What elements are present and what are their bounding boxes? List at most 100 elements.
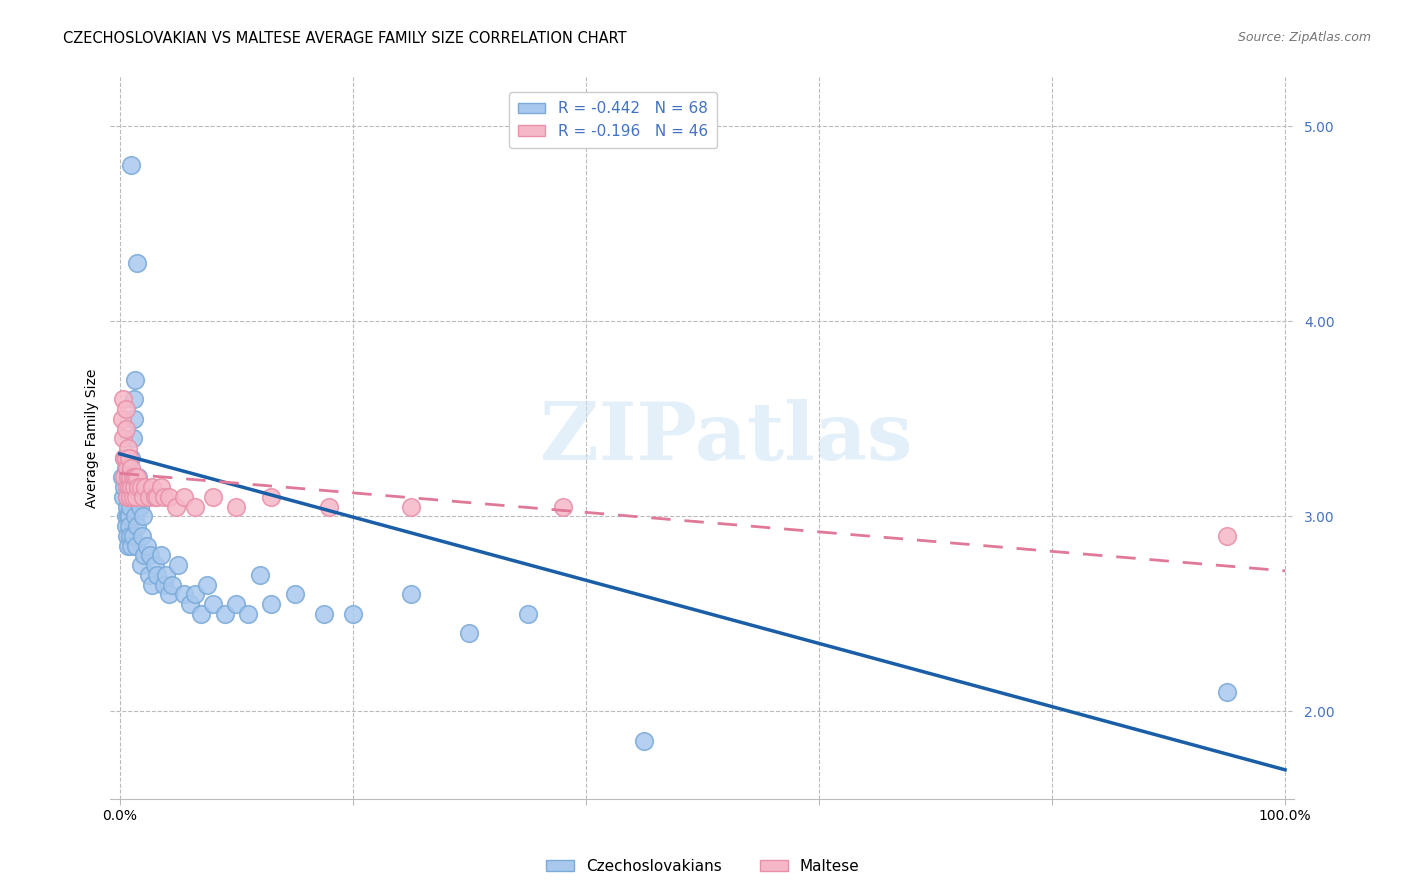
Point	[114, 402, 136, 417]
Point	[129, 480, 152, 494]
Point	[184, 500, 207, 514]
Point	[146, 490, 169, 504]
Point	[167, 558, 190, 572]
Point	[120, 470, 142, 484]
Point	[120, 460, 142, 475]
Point	[153, 490, 176, 504]
Point	[127, 470, 149, 484]
Point	[516, 607, 538, 621]
Point	[115, 500, 138, 514]
Point	[122, 480, 145, 494]
Point	[139, 549, 162, 563]
Point	[112, 480, 135, 494]
Point	[125, 539, 148, 553]
Point	[124, 470, 146, 484]
Point	[112, 392, 135, 407]
Point	[260, 597, 283, 611]
Text: Source: ZipAtlas.com: Source: ZipAtlas.com	[1237, 31, 1371, 45]
Point	[149, 549, 172, 563]
Point	[124, 509, 146, 524]
Point	[165, 500, 187, 514]
Point	[201, 597, 224, 611]
Point	[120, 490, 142, 504]
Point	[141, 577, 163, 591]
Point	[551, 500, 574, 514]
Point	[117, 441, 139, 455]
Point	[114, 519, 136, 533]
Point	[134, 480, 156, 494]
Point	[115, 490, 138, 504]
Point	[138, 567, 160, 582]
Point	[173, 490, 195, 504]
Point	[122, 411, 145, 425]
Point	[201, 490, 224, 504]
Point	[120, 529, 142, 543]
Point	[115, 460, 138, 475]
Point	[112, 490, 135, 504]
Point	[225, 597, 247, 611]
Point	[115, 490, 138, 504]
Point	[115, 529, 138, 543]
Point	[146, 567, 169, 582]
Legend: R = -0.442   N = 68, R = -0.196   N = 46: R = -0.442 N = 68, R = -0.196 N = 46	[509, 92, 717, 148]
Point	[111, 470, 134, 484]
Y-axis label: Average Family Size: Average Family Size	[86, 368, 100, 508]
Point	[112, 450, 135, 465]
Text: ZIPatlas: ZIPatlas	[540, 400, 912, 477]
Point	[157, 587, 180, 601]
Point	[184, 587, 207, 601]
Point	[111, 411, 134, 425]
Text: CZECHOSLOVAKIAN VS MALTESE AVERAGE FAMILY SIZE CORRELATION CHART: CZECHOSLOVAKIAN VS MALTESE AVERAGE FAMIL…	[63, 31, 627, 46]
Point	[121, 470, 143, 484]
Point	[157, 490, 180, 504]
Point	[260, 490, 283, 504]
Point	[115, 480, 138, 494]
Point	[114, 421, 136, 435]
Point	[118, 450, 141, 465]
Point	[342, 607, 364, 621]
Point	[117, 470, 139, 484]
Point	[117, 509, 139, 524]
Point	[114, 509, 136, 524]
Point	[135, 539, 157, 553]
Point	[124, 373, 146, 387]
Point	[190, 607, 212, 621]
Point	[120, 450, 142, 465]
Point	[143, 490, 166, 504]
Point	[127, 470, 149, 484]
Point	[121, 529, 143, 543]
Point	[127, 256, 149, 270]
Point	[125, 490, 148, 504]
Point	[128, 500, 150, 514]
Point	[114, 460, 136, 475]
Point	[132, 490, 155, 504]
Point	[118, 480, 141, 494]
Point	[118, 519, 141, 533]
Point	[179, 597, 201, 611]
Point	[122, 392, 145, 407]
Point	[312, 607, 335, 621]
Point	[129, 558, 152, 572]
Point	[1216, 685, 1239, 699]
Point	[214, 607, 236, 621]
Point	[160, 577, 183, 591]
Point	[225, 500, 247, 514]
Point	[132, 509, 155, 524]
Point	[173, 587, 195, 601]
Point	[318, 500, 340, 514]
Point	[399, 587, 422, 601]
Point	[143, 558, 166, 572]
Point	[117, 539, 139, 553]
Point	[120, 480, 142, 494]
Point	[114, 450, 136, 465]
Point	[127, 519, 149, 533]
Point	[1216, 529, 1239, 543]
Point	[141, 480, 163, 494]
Point	[236, 607, 259, 621]
Point	[155, 567, 177, 582]
Point	[117, 470, 139, 484]
Point	[127, 480, 149, 494]
Point	[121, 431, 143, 445]
Point	[458, 626, 481, 640]
Point	[118, 509, 141, 524]
